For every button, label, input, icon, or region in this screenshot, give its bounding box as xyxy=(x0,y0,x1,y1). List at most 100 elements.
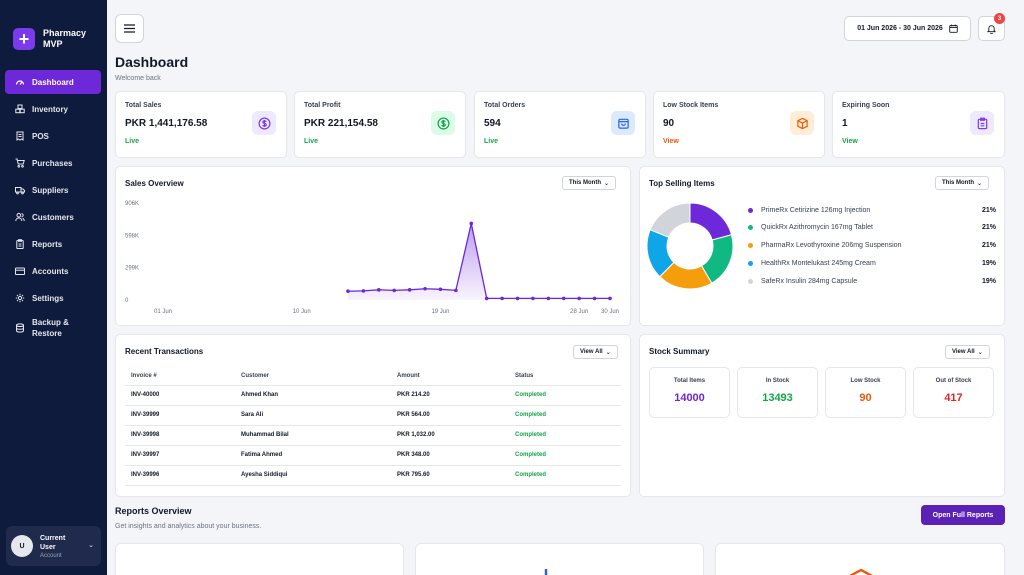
stat-link[interactable]: Live xyxy=(304,138,319,145)
stock-box-value: 14000 xyxy=(674,392,705,404)
stat-link[interactable]: Live xyxy=(125,138,140,145)
truck-icon xyxy=(15,185,25,195)
sales-point[interactable] xyxy=(423,286,427,291)
report-card[interactable] xyxy=(715,543,1005,575)
donut-slice[interactable] xyxy=(689,202,733,241)
sidebar-item-settings[interactable]: Settings xyxy=(5,286,101,310)
sales-point[interactable] xyxy=(500,296,504,301)
table-row[interactable]: INV-39996 Ayesha Siddiqui PKR 795.60 Com… xyxy=(125,465,621,486)
stat-link[interactable]: View xyxy=(663,138,679,145)
cart-icon xyxy=(15,158,25,168)
stat-link[interactable]: View xyxy=(842,138,858,145)
period-dropdown[interactable]: This Month ⌄ xyxy=(935,176,990,190)
user-role: Account xyxy=(40,552,62,559)
stat-link[interactable]: Live xyxy=(484,138,499,145)
sidebar-item-customers[interactable]: Customers xyxy=(5,205,101,229)
stock-box-low-stock: Low Stock 90 xyxy=(825,367,906,418)
sidebar-item-label: Settings xyxy=(32,293,64,303)
date-range-picker[interactable]: 01 Jun 2026 - 30 Jun 2026 xyxy=(844,16,971,41)
legend-swatch xyxy=(748,278,753,284)
report-card[interactable] xyxy=(115,543,404,575)
legend-label: SafeRx Insulin 284mg Capsule xyxy=(761,277,858,285)
sidebar-item-backup-restore[interactable]: Backup & Restore xyxy=(5,313,101,343)
legend-swatch xyxy=(748,243,753,249)
sidebar-item-reports[interactable]: Reports xyxy=(5,232,101,256)
x-tick-label: 30 Jun xyxy=(601,309,619,315)
amount-cell: PKR 1,032.00 xyxy=(391,425,509,446)
card-title: Stock Summary xyxy=(649,347,710,356)
sidebar-item-suppliers[interactable]: Suppliers xyxy=(5,178,101,202)
amount-cell: PKR 795.60 xyxy=(391,465,509,486)
sales-point[interactable] xyxy=(484,296,489,301)
column-header: Amount xyxy=(391,368,509,386)
legend-label: PharmaRx Levothyroxine 206mg Suspension xyxy=(761,242,902,250)
invoice-cell: INV-39998 xyxy=(125,425,235,446)
bell-icon xyxy=(987,24,996,34)
sidebar-item-inventory[interactable]: Inventory xyxy=(5,97,101,121)
sales-point[interactable] xyxy=(546,296,551,301)
stat-card-total-orders: Total Orders 594 Live xyxy=(474,91,646,158)
sales-point[interactable] xyxy=(346,289,350,294)
sidebar-item-pos[interactable]: POS xyxy=(5,124,101,148)
clipboard-icon xyxy=(970,111,994,135)
sidebar-item-label: Inventory xyxy=(32,104,69,114)
stock-box-value: 90 xyxy=(859,392,872,404)
card-title: Recent Transactions xyxy=(125,347,204,356)
notification-badge: 3 xyxy=(994,13,1005,24)
sales-point[interactable] xyxy=(376,288,381,292)
view-all-button[interactable]: View All ⌄ xyxy=(945,345,990,359)
table-row[interactable]: INV-39998 Muhammad Bilal PKR 1,032.00 Co… xyxy=(125,425,621,446)
open-full-reports-button[interactable]: Open Full Reports xyxy=(921,505,1005,525)
legend-item: QuickRx Azithromycin 167mg Tablet 21% xyxy=(748,223,996,233)
stat-card-total-profit: Total Profit PKR 221,154.58 Live xyxy=(294,91,466,158)
table-row[interactable]: INV-39997 Fatima Ahmed PKR 348.00 Comple… xyxy=(125,445,621,466)
amount-cell: PKR 214.20 xyxy=(391,385,509,406)
customer-cell: Muhammad Bilal xyxy=(235,425,391,446)
user-menu[interactable]: U Current User Account ⌄ xyxy=(6,526,101,566)
stat-title: Total Orders xyxy=(484,102,526,109)
column-header: Status xyxy=(509,368,621,386)
sales-point[interactable] xyxy=(561,296,566,301)
sales-point[interactable] xyxy=(392,288,397,293)
x-tick-label: 28 Jun xyxy=(570,309,588,315)
sidebar-item-label: Suppliers xyxy=(32,185,69,195)
sales-point[interactable] xyxy=(454,288,458,293)
sales-point[interactable] xyxy=(592,296,597,301)
stock-box-value: 417 xyxy=(944,392,963,404)
package-icon xyxy=(849,568,873,575)
sales-point[interactable] xyxy=(438,287,443,292)
stat-card-low-stock: Low Stock Items 90 View xyxy=(653,91,825,158)
legend-percent: 19% xyxy=(981,259,996,267)
sales-point[interactable] xyxy=(531,296,535,301)
report-card[interactable] xyxy=(415,543,704,575)
amount-cell: PKR 564.00 xyxy=(391,405,509,426)
stock-box-label: Low Stock xyxy=(850,378,881,384)
x-tick-label: 10 Jun xyxy=(293,309,311,315)
table-row[interactable]: INV-40000 Ahmed Khan PKR 214.20 Complete… xyxy=(125,385,621,406)
invoice-cell: INV-39996 xyxy=(125,465,235,486)
menu-toggle-button[interactable] xyxy=(115,14,144,43)
sidebar-item-purchases[interactable]: Purchases xyxy=(5,151,101,175)
period-dropdown[interactable]: This Month ⌄ xyxy=(562,176,617,190)
sidebar-item-dashboard[interactable]: Dashboard xyxy=(5,70,101,94)
sales-point[interactable] xyxy=(608,296,612,301)
sales-point[interactable] xyxy=(469,221,474,226)
sales-point[interactable] xyxy=(515,296,520,301)
sales-point[interactable] xyxy=(361,289,366,293)
sales-point[interactable] xyxy=(577,296,581,301)
users-icon xyxy=(15,212,25,222)
legend-item: HealthRx Montelukast 245mg Cream 19% xyxy=(748,258,996,268)
brand[interactable]: + Pharmacy MVP xyxy=(13,28,99,50)
sales-point[interactable] xyxy=(407,288,412,292)
period-dropdown-label: This Month xyxy=(569,180,601,186)
stock-box-label: In Stock xyxy=(765,378,790,384)
customer-cell: Fatima Ahmed xyxy=(235,445,391,466)
table-row[interactable]: INV-39999 Sara Ali PKR 564.00 Completed xyxy=(125,405,621,426)
brand-name: Pharmacy MVP xyxy=(43,28,87,49)
donut-slice[interactable] xyxy=(649,202,691,238)
sidebar-item-accounts[interactable]: Accounts xyxy=(5,259,101,283)
legend-percent: 19% xyxy=(981,277,996,285)
legend-item: PharmaRx Levothyroxine 206mg Suspension 2… xyxy=(748,241,996,251)
view-all-button[interactable]: View All ⌄ xyxy=(573,345,618,359)
y-tick-label: 598K xyxy=(125,233,139,239)
